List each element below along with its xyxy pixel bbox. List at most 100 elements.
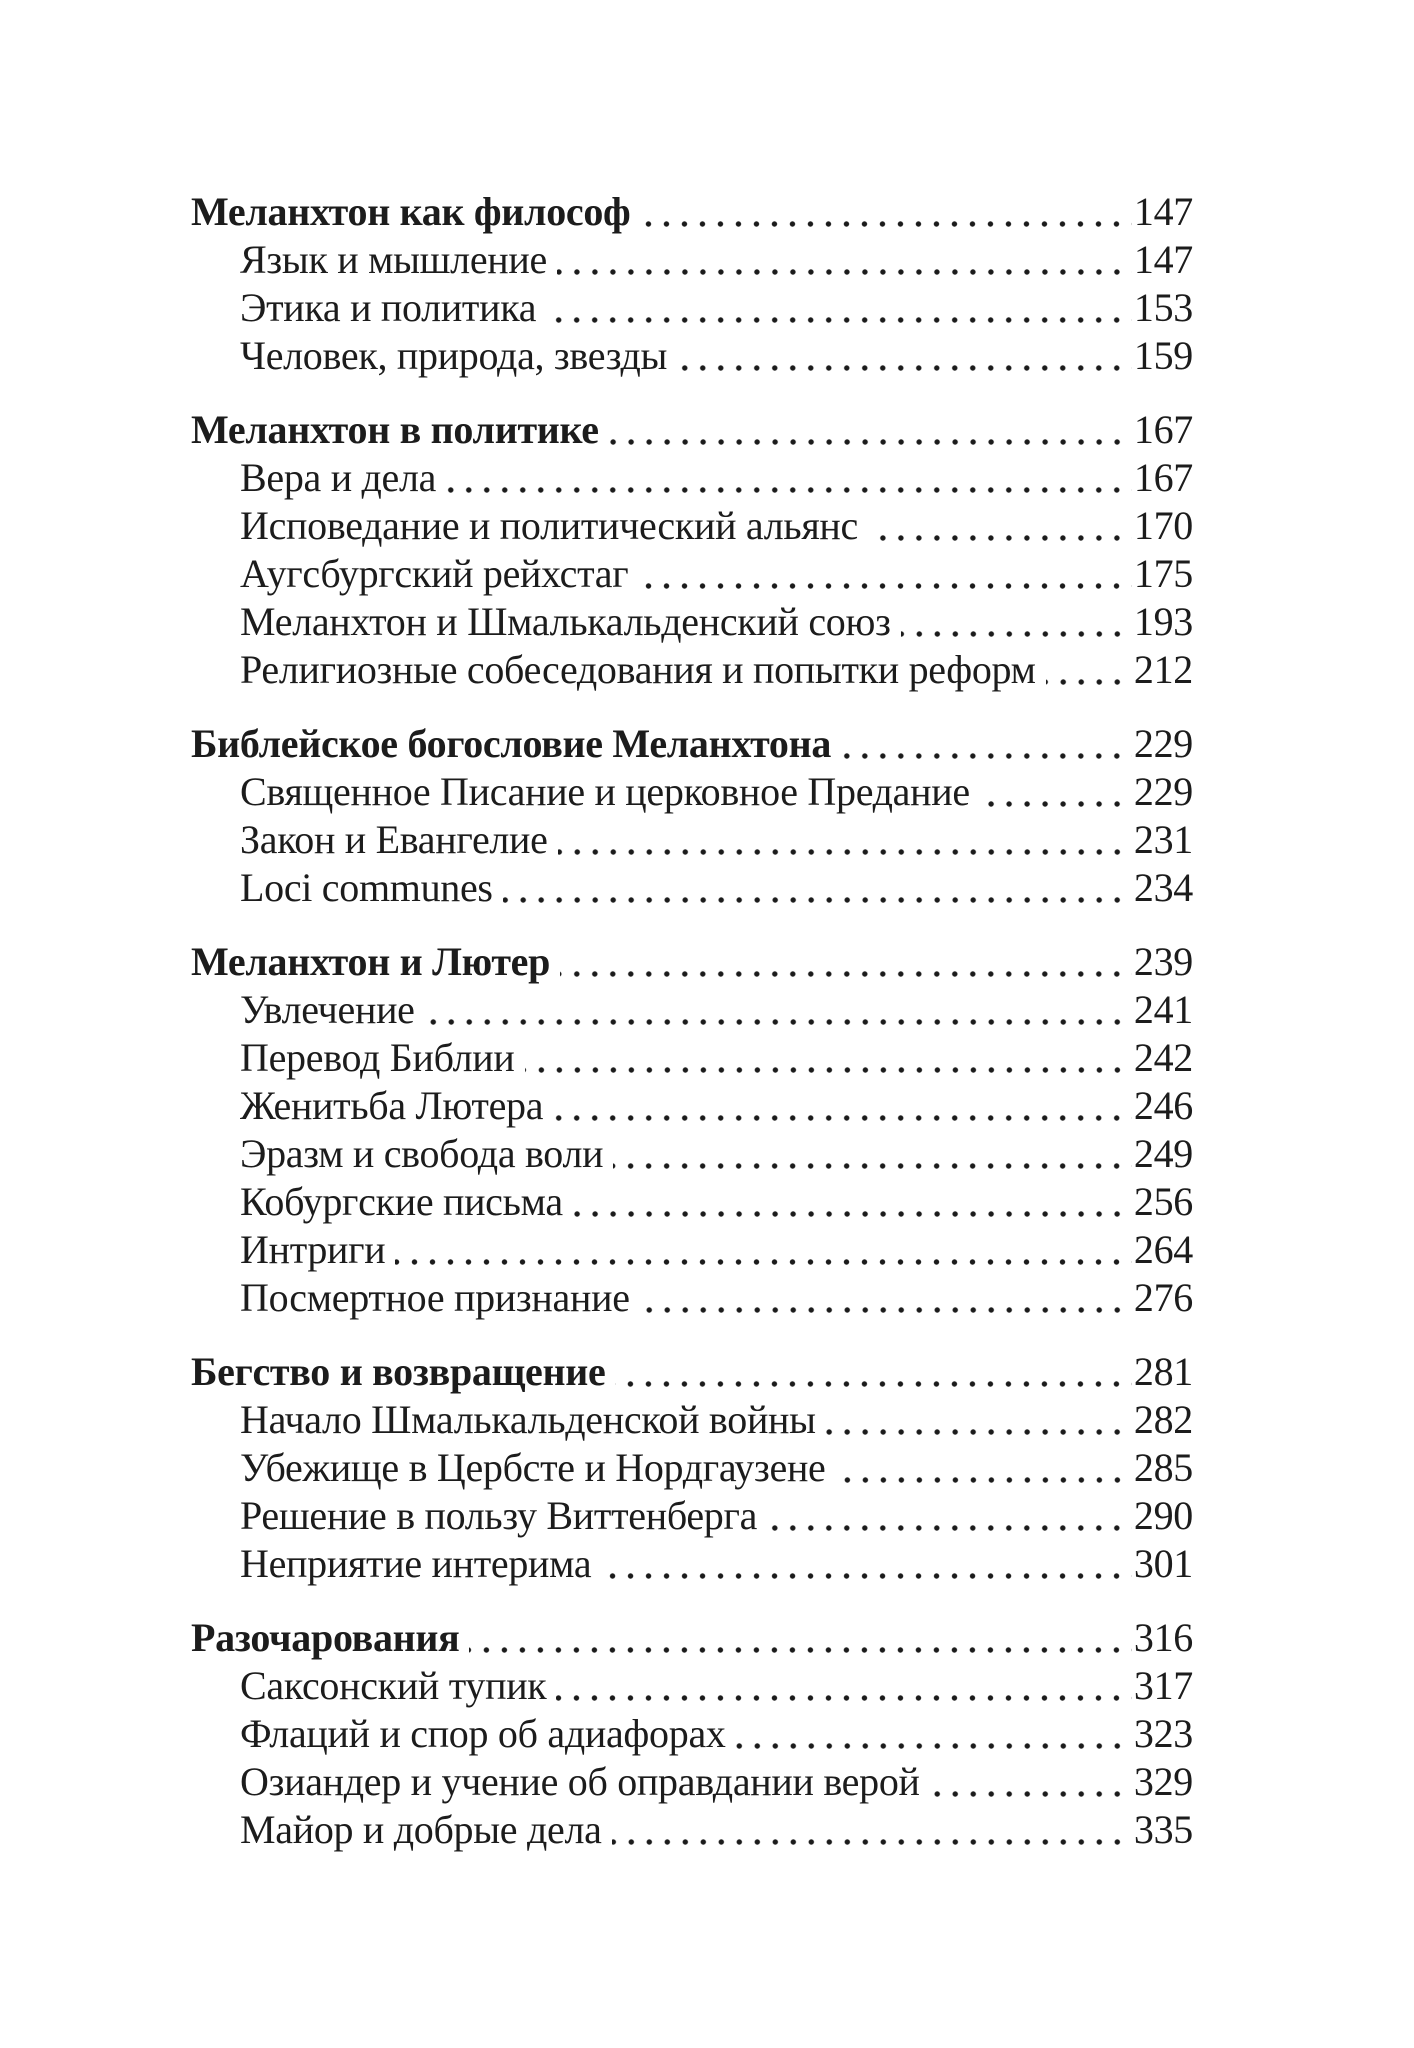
dot-leader — [929, 1791, 1132, 1797]
toc-page-number: 242 — [1133, 1035, 1193, 1080]
toc-entry-title: Бегство и возвращение — [191, 1349, 606, 1394]
toc-entry-row: Начало Шмалькальденской войны 282 — [191, 1396, 1193, 1444]
toc-page-number: 323 — [1133, 1711, 1193, 1756]
toc-page-number: 290 — [1133, 1493, 1193, 1538]
toc: Меланхтон как философ 147 Язык и мышление 1… — [191, 188, 1193, 1854]
toc-entry-row: Вера и дела 167 — [191, 454, 1193, 502]
toc-page-number: 239 — [1133, 939, 1193, 984]
toc-page-number: 229 — [1133, 769, 1193, 814]
dot-leader — [557, 849, 1132, 855]
toc-page-number: 147 — [1133, 189, 1193, 234]
dot-leader — [502, 897, 1132, 903]
toc-entry-row: Озиандер и учение об оправдании верой 329 — [191, 1758, 1193, 1806]
toc-page-number: 212 — [1133, 647, 1193, 692]
toc-page-number: 335 — [1133, 1807, 1193, 1852]
dot-leader — [613, 1163, 1132, 1169]
toc-section-heading-row: Библейское богословие Меланхтона 229 — [191, 720, 1193, 768]
toc-entry-row: Саксонский тупик 317 — [191, 1662, 1193, 1710]
dot-leader — [835, 1477, 1132, 1483]
toc-entry-title: Закон и Евангелие — [240, 817, 548, 862]
toc-entry-row: Религиозные собеседования и попытки рефо… — [191, 646, 1193, 694]
dot-leader — [601, 1573, 1132, 1579]
dot-leader — [841, 753, 1132, 759]
toc-section-heading-row: Разочарования 316 — [191, 1614, 1193, 1662]
dot-leader — [560, 971, 1132, 977]
dot-leader — [979, 801, 1132, 807]
toc-entry-title: Флаций и спор об адиафорах — [240, 1711, 726, 1756]
toc-entry-title: Язык и мышление — [240, 237, 547, 282]
dot-leader — [735, 1743, 1132, 1749]
toc-entry-title: Эразм и свобода воли — [240, 1131, 604, 1176]
toc-entry-title: Решение в пользу Виттенберга — [240, 1493, 758, 1538]
toc-entry-title: Посмертное признание — [240, 1275, 630, 1320]
dot-leader — [424, 1019, 1132, 1025]
toc-entry-row: Язык и мышление 147 — [191, 236, 1193, 284]
toc-entry-row: Женитьба Лютера 246 — [191, 1082, 1193, 1130]
toc-page-number: 234 — [1133, 865, 1193, 910]
toc-page-number: 317 — [1133, 1663, 1193, 1708]
dot-leader — [640, 221, 1132, 227]
toc-entry-row: Флаций и спор об адиафорах 323 — [191, 1710, 1193, 1758]
toc-entry-row: Исповедание и политический альянс 170 — [191, 502, 1193, 550]
toc-page-number: 231 — [1133, 817, 1193, 862]
toc-entry-title: Неприятие интерима — [240, 1541, 592, 1586]
toc-entry-title: Меланхтон как философ — [191, 189, 631, 234]
dot-leader — [556, 1695, 1132, 1701]
toc-page-number: 246 — [1133, 1083, 1193, 1128]
toc-page-number: 229 — [1133, 721, 1193, 766]
toc-entry-title: Саксонский тупик — [240, 1663, 547, 1708]
toc-page-number: 167 — [1133, 407, 1193, 452]
dot-leader — [446, 487, 1132, 493]
toc-section-heading-row: Меланхтон в политике 167 — [191, 406, 1193, 454]
toc-entry-title: Меланхтон в политике — [191, 407, 599, 452]
toc-page-number: 276 — [1133, 1275, 1193, 1320]
toc-entry-title: Перевод Библии — [240, 1035, 515, 1080]
dot-leader — [572, 1211, 1132, 1217]
toc-entry-title: Убежище в Цербсте и Нордгаузене — [240, 1445, 826, 1490]
dot-leader — [395, 1259, 1132, 1265]
toc-page-number: 170 — [1133, 503, 1193, 548]
toc-entry-title: Озиандер и учение об оправдании верой — [240, 1759, 920, 1804]
toc-entry-row: Майор и добрые дела 335 — [191, 1806, 1193, 1854]
dot-leader — [524, 1067, 1132, 1073]
toc-entry-title: Вера и дела — [240, 455, 437, 500]
toc-entry-row: Человек, природа, звезды 159 — [191, 332, 1193, 380]
dot-leader — [677, 365, 1132, 371]
toc-page-number: 301 — [1133, 1541, 1193, 1586]
dot-leader — [639, 1307, 1132, 1313]
toc-entry-row: Аугсбургский рейхстаг 175 — [191, 550, 1193, 598]
toc-page-number: 167 — [1133, 455, 1193, 500]
toc-page-number: 282 — [1133, 1397, 1193, 1442]
toc-entry-row: Кобургские письма 256 — [191, 1178, 1193, 1226]
toc-page-number: 193 — [1133, 599, 1193, 644]
toc-page-number: 281 — [1133, 1349, 1193, 1394]
toc-page-number: 159 — [1133, 333, 1193, 378]
toc-entry-row: Убежище в Цербсте и Нордгаузене 285 — [191, 1444, 1193, 1492]
dot-leader — [469, 1647, 1132, 1653]
toc-entry-title: Кобургские письма — [240, 1179, 563, 1224]
toc-entry-title: Разочарования — [191, 1615, 460, 1660]
toc-entry-title: Меланхтон и Шмалькальденский союз — [240, 599, 891, 644]
toc-entry-title: Женитьба Лютера — [240, 1083, 544, 1128]
toc-entry-title: Начало Шмалькальденской войны — [240, 1397, 816, 1442]
toc-entry-title: Увлечение — [240, 987, 415, 1032]
dot-leader — [767, 1525, 1132, 1531]
toc-page-number: 285 — [1133, 1445, 1193, 1490]
dot-leader — [608, 439, 1132, 445]
dot-leader — [615, 1381, 1132, 1387]
toc-entry-row: Неприятие интерима 301 — [191, 1540, 1193, 1588]
toc-entry-title: Религиозные собеседования и попытки рефо… — [240, 647, 1036, 692]
toc-section-heading-row: Меланхтон и Лютер 239 — [191, 938, 1193, 986]
dot-leader — [867, 535, 1132, 541]
toc-page-number: 256 — [1133, 1179, 1193, 1224]
toc-entry-row: Перевод Библии 242 — [191, 1034, 1193, 1082]
dot-leader — [825, 1429, 1132, 1435]
toc-entry-row: Loci communes 234 — [191, 864, 1193, 912]
toc-page-number: 147 — [1133, 237, 1193, 282]
toc-entry-row: Интриги 264 — [191, 1226, 1193, 1274]
toc-entry-title: Этика и политика — [240, 285, 537, 330]
dot-leader — [546, 317, 1132, 323]
dot-leader — [611, 1839, 1132, 1845]
toc-entry-row: Меланхтон и Шмалькальденский союз 193 — [191, 598, 1193, 646]
dot-leader — [553, 1115, 1132, 1121]
